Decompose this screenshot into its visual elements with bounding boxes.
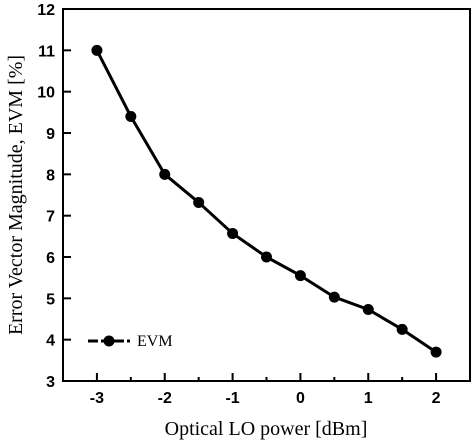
data-point [294,270,306,282]
y-tick-label: 12 [37,2,55,19]
data-point [227,227,239,239]
y-tick-label: 7 [46,209,55,226]
x-tick-label: -1 [225,390,239,407]
data-point [261,251,272,263]
y-axis-title: Error Vector Magnitude, EVM [%] [5,55,27,335]
data-point [91,44,103,56]
y-tick-label: 10 [37,85,55,102]
y-tick-label: 8 [46,167,55,184]
data-point [328,291,340,303]
data-point [159,168,171,180]
data-point [125,110,137,122]
data-point [193,196,205,208]
plot-frame [62,8,471,382]
x-tick-label: -3 [90,390,104,407]
data-point [430,346,442,358]
x-tick-label: -2 [158,390,172,407]
legend-label-evm: EVM [137,333,173,350]
y-tick-label: 4 [46,333,55,350]
x-axis-title: Optical LO power [dBm] [165,418,368,440]
evm-series [91,44,442,358]
data-point [362,303,374,315]
legend-marker [103,335,115,347]
y-tick-label: 5 [46,291,55,308]
series-line-evm [95,49,437,354]
y-tick-label: 11 [38,43,55,60]
y-tick-label: 9 [46,126,55,143]
y-tick-label: 3 [46,374,55,391]
x-axis: -3 -2 -1 0 1 2 [90,373,441,407]
x-tick-label: 1 [364,390,373,407]
y-tick-label: 6 [46,250,55,267]
legend: EVM [88,333,173,350]
x-tick-label: 0 [296,390,305,407]
y-axis: 3 4 5 6 7 8 9 10 11 12 [37,2,71,391]
x-tick-label: 2 [432,390,441,407]
data-point [396,323,408,335]
